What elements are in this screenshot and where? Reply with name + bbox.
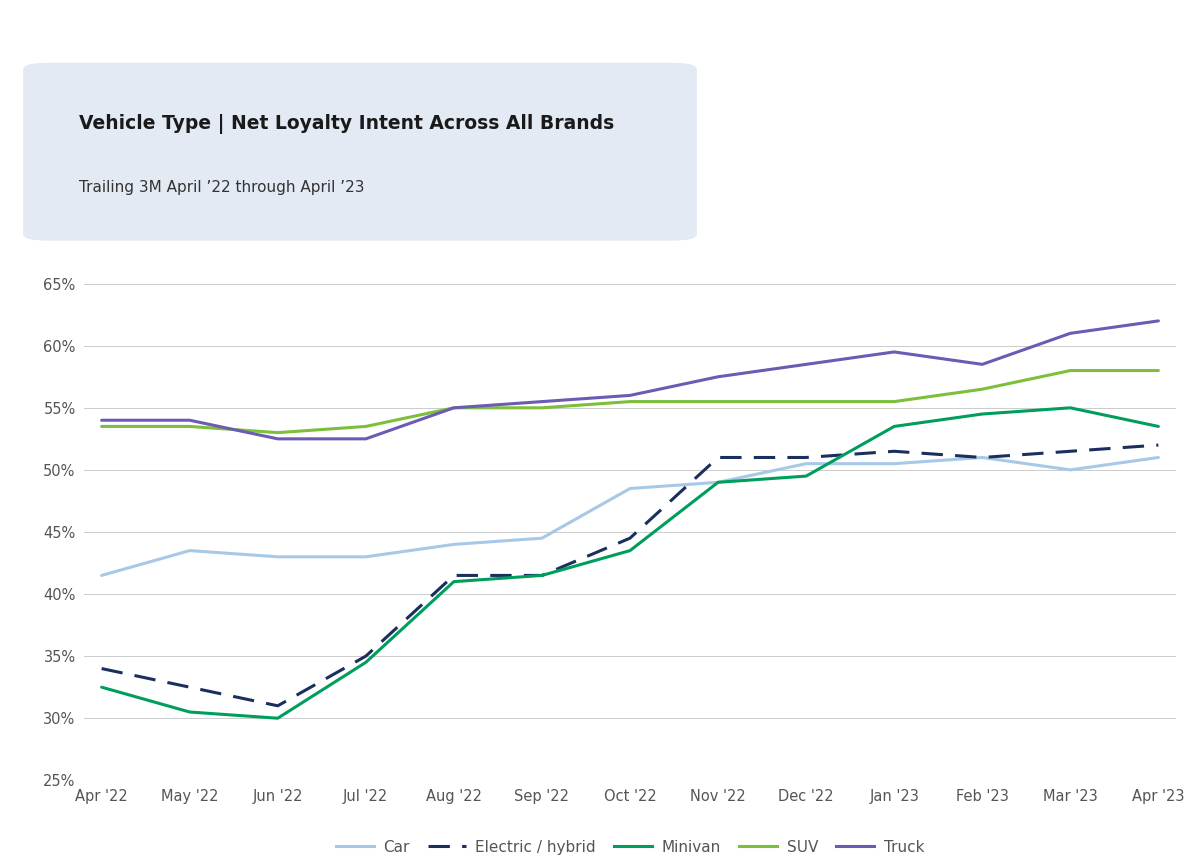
Text: Trailing 3M April ’22 through April ’23: Trailing 3M April ’22 through April ’23 bbox=[79, 180, 365, 195]
FancyBboxPatch shape bbox=[23, 62, 697, 241]
Text: Vehicle Type | Net Loyalty Intent Across All Brands: Vehicle Type | Net Loyalty Intent Across… bbox=[79, 114, 614, 134]
Legend: Car, Electric / hybrid, Minivan, SUV, Truck: Car, Electric / hybrid, Minivan, SUV, Tr… bbox=[330, 833, 930, 861]
